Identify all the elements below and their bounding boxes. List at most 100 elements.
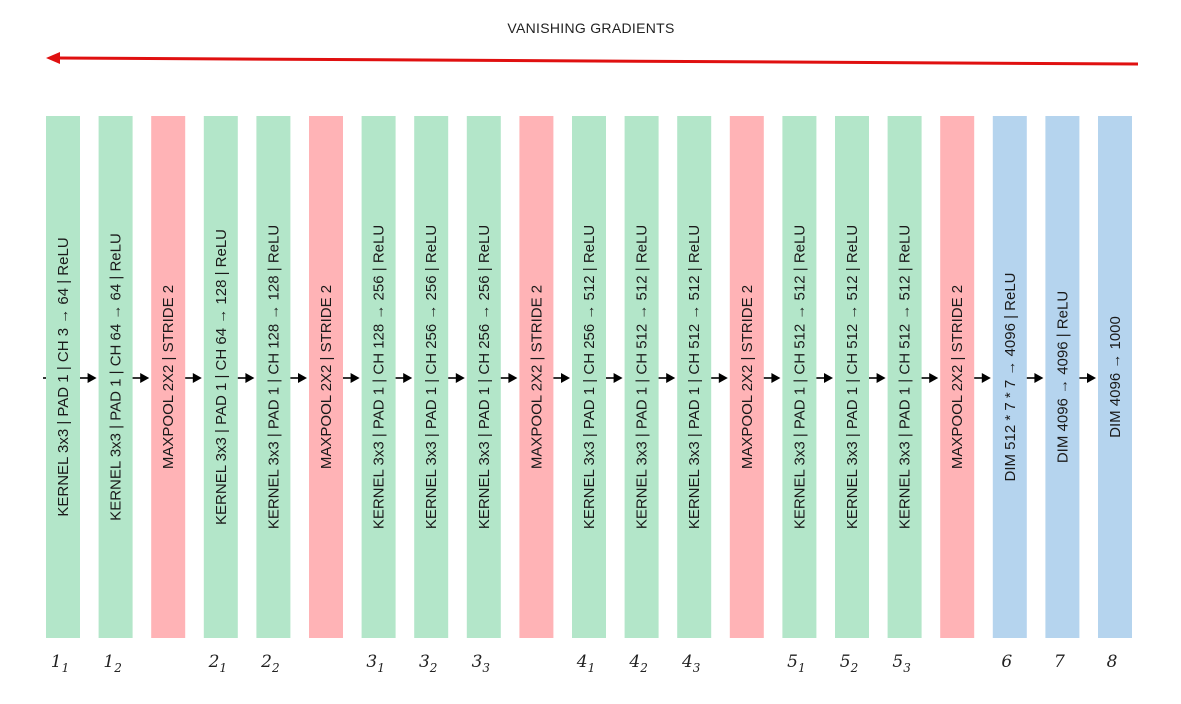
diagram-title: VANISHING GRADIENTS	[507, 20, 674, 36]
conv-layer-13-label: KERNEL 3x3 | PAD 1 | CH 512 → 512 | ReLU	[686, 225, 703, 529]
fc-layer-19-index: 6	[1001, 652, 1012, 672]
conv-layer-9-index: 33	[472, 652, 491, 675]
fc-layer-20-block	[1045, 116, 1080, 638]
flow-arrow-head-2	[140, 373, 150, 383]
conv-layer-2-index: 12	[103, 652, 121, 675]
conv-layer-4-index: 21	[208, 652, 227, 675]
conv-layer-8-index-main: 3	[419, 652, 430, 672]
flow-arrow-head-3	[192, 373, 202, 383]
conv-layer-15-index: 51	[787, 652, 805, 675]
conv-layer-12-block	[624, 116, 659, 638]
conv-layer-9-label: KERNEL 3x3 | PAD 1 | CH 256 → 256 | ReLU	[476, 225, 493, 529]
conv-layer-9-index-sub: 3	[482, 661, 490, 675]
fc-layer-19-index-main: 6	[1001, 652, 1012, 672]
fc-layer-21-block	[1098, 116, 1132, 638]
conv-layer-17-index: 53	[892, 652, 911, 675]
flow-arrow-head-14	[771, 373, 781, 383]
flow-arrow-head-8	[455, 373, 465, 383]
conv-layer-11-index-main: 4	[576, 652, 588, 672]
fc-layer-21-index-main: 8	[1107, 652, 1118, 672]
conv-layer-7-block	[361, 116, 396, 638]
conv-layer-7-label: KERNEL 3x3 | PAD 1 | CH 128 → 256 | ReLU	[371, 225, 388, 529]
pool-layer-14-label: MAXPOOL 2X2 | STRIDE 2	[739, 285, 756, 469]
conv-layer-16-label: KERNEL 3x3 | PAD 1 | CH 512 → 512 | ReLU	[844, 225, 861, 529]
layer-indices: 11 12 21 22 31 32 33 41 42 43 51 52 53 6 7 8	[51, 652, 1118, 675]
flow-arrow-head-20	[1087, 373, 1096, 383]
flow-arrow-head-19	[1034, 373, 1044, 383]
conv-layer-16-index-sub: 2	[850, 661, 859, 675]
fc-layer-21-index: 8	[1107, 652, 1118, 672]
flow-arrow-head-13	[718, 373, 728, 383]
flow-arrow-head-9	[508, 373, 518, 383]
flow-arrow-head-5	[298, 373, 307, 383]
conv-layer-11-block	[572, 116, 606, 638]
conv-layer-16-index: 52	[840, 652, 858, 675]
conv-layer-17-index-main: 5	[892, 652, 903, 672]
conv-layer-16-block	[835, 116, 869, 638]
flow-arrow-head-12	[666, 373, 676, 383]
pool-layer-3-block	[151, 116, 186, 638]
conv-layer-5-index: 22	[260, 652, 279, 675]
pool-layer-6-label: MAXPOOL 2X2 | STRIDE 2	[318, 285, 335, 469]
conv-layer-17-block	[887, 116, 922, 638]
conv-layer-15-index-sub: 1	[798, 661, 806, 675]
conv-layer-5-block	[256, 116, 291, 638]
conv-layer-12-label: KERNEL 3x3 | PAD 1 | CH 512 → 512 | ReLU	[634, 225, 651, 529]
conv-layer-12-index-main: 4	[628, 652, 640, 672]
conv-layer-9-block	[466, 116, 501, 638]
conv-layer-2-index-main: 1	[103, 652, 114, 672]
conv-layer-8-label: KERNEL 3x3 | PAD 1 | CH 256 → 256 | ReLU	[423, 225, 440, 529]
conv-layer-1-index-main: 1	[51, 652, 62, 672]
conv-layer-1-label: KERNEL 3x3 | PAD 1 | CH 3 → 64 | ReLU	[55, 237, 72, 516]
flow-arrow-head-1	[87, 373, 97, 383]
fc-layer-20-label: DIM 4096 → 4096 | ReLU	[1054, 291, 1071, 463]
conv-layer-2-label: KERNEL 3x3 | PAD 1 | CH 64 → 64 | ReLU	[108, 233, 125, 521]
conv-layer-11-label: KERNEL 3x3 | PAD 1 | CH 256 → 512 | ReLU	[581, 225, 598, 529]
conv-layer-13-index-sub: 3	[693, 661, 701, 675]
conv-layer-12-index-sub: 2	[639, 661, 648, 675]
fc-layer-20-index: 7	[1054, 652, 1065, 672]
conv-layer-13-index: 43	[681, 652, 701, 675]
pool-layer-3-label: MAXPOOL 2X2 | STRIDE 2	[160, 285, 177, 469]
vanishing-gradient-arrow	[46, 52, 1139, 66]
conv-layer-1-index: 11	[51, 652, 69, 675]
conv-layer-8-index-sub: 2	[429, 661, 438, 675]
conv-layer-7-index-main: 3	[366, 652, 377, 672]
conv-layer-1-index-sub: 1	[62, 661, 70, 675]
fc-layer-19-label: DIM 512 * 7 * 7 → 4096 | ReLU	[1002, 272, 1019, 481]
layer-stack: KERNEL 3x3 | PAD 1 | CH 3 → 64 | ReLU KER…	[46, 116, 1132, 638]
flow-arrow-head-17	[929, 373, 939, 383]
flow-arrow-head-4	[245, 373, 255, 383]
conv-layer-11-index: 41	[576, 652, 595, 675]
conv-layer-8-block	[414, 116, 449, 638]
conv-layer-1-block	[46, 116, 80, 638]
fc-layer-20-index-main: 7	[1054, 652, 1065, 672]
conv-layer-15-block	[782, 116, 817, 638]
conv-layer-7-index: 31	[366, 652, 384, 675]
conv-layer-8-index: 32	[419, 652, 437, 675]
fc-layer-19-block	[992, 116, 1027, 638]
pool-layer-10-label: MAXPOOL 2X2 | STRIDE 2	[528, 285, 545, 469]
conv-layer-4-label: KERNEL 3x3 | PAD 1 | CH 64 → 128 | ReLU	[213, 229, 230, 525]
fc-layer-21-label: DIM 4096 → 1000	[1107, 316, 1124, 438]
conv-layer-2-block	[98, 116, 133, 638]
conv-layer-5-index-main: 2	[260, 652, 272, 672]
flow-arrow-head-18	[981, 373, 991, 383]
conv-layer-16-index-main: 5	[840, 652, 851, 672]
pool-layer-18-block	[940, 116, 975, 638]
conv-layer-13-block	[677, 116, 712, 638]
flow-arrow-head-16	[876, 373, 886, 383]
pool-layer-18-label: MAXPOOL 2X2 | STRIDE 2	[949, 285, 966, 469]
pool-layer-14-block	[729, 116, 764, 638]
conv-layer-12-index: 42	[628, 652, 647, 675]
conv-layer-5-label: KERNEL 3x3 | PAD 1 | CH 128 → 128 | ReLU	[265, 225, 282, 529]
conv-layer-4-block	[203, 116, 238, 638]
conv-layer-4-index-main: 2	[208, 652, 220, 672]
flow-arrow-head-7	[403, 373, 413, 383]
conv-layer-17-label: KERNEL 3x3 | PAD 1 | CH 512 → 512 | ReLU	[897, 225, 914, 529]
flow-arrows	[43, 373, 1096, 383]
conv-layer-7-index-sub: 1	[377, 661, 385, 675]
conv-layer-4-index-sub: 1	[219, 661, 227, 675]
conv-layer-2-index-sub: 2	[113, 661, 122, 675]
